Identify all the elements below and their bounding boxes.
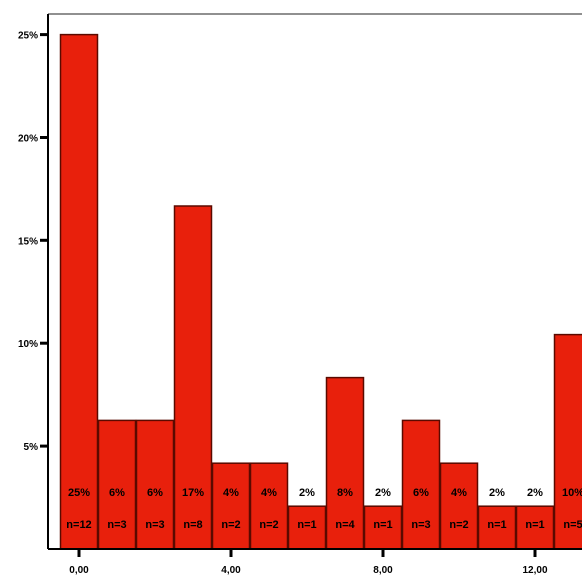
bar-count-label: n=3: [107, 519, 126, 531]
y-tick-label: 15%: [18, 236, 38, 247]
bar-percent-label: 8%: [337, 487, 353, 499]
x-tick-label: 4,00: [221, 565, 241, 576]
bar-count-label: n=3: [145, 519, 164, 531]
bar-count-label: n=2: [259, 519, 278, 531]
histogram-bar: [555, 335, 582, 549]
bar-count-label: n=1: [297, 519, 316, 531]
histogram-bar: [441, 463, 478, 549]
bar-count-label: n=4: [335, 519, 355, 531]
bar-percent-label: 4%: [451, 487, 467, 499]
histogram-bar: [61, 35, 98, 549]
y-tick-label: 10%: [18, 339, 38, 350]
bar-percent-label: 4%: [261, 487, 277, 499]
y-tick-label: 5%: [24, 442, 39, 453]
x-tick-label: 8,00: [373, 565, 393, 576]
y-tick-label: 25%: [18, 31, 38, 42]
bar-count-label: n=5: [563, 519, 582, 531]
x-tick-label: 12,00: [522, 565, 547, 576]
bar-count-label: n=3: [411, 519, 430, 531]
bar-percent-label: 2%: [299, 487, 315, 499]
x-tick-label: 0,00: [69, 565, 89, 576]
histogram-bar: [213, 463, 250, 549]
y-tick-label: 20%: [18, 134, 38, 145]
bar-percent-label: 6%: [109, 487, 125, 499]
bar-count-label: n=12: [66, 519, 91, 531]
bar-count-label: n=8: [183, 519, 202, 531]
bar-percent-label: 25%: [68, 487, 90, 499]
bar-count-label: n=1: [373, 519, 392, 531]
bar-count-label: n=1: [487, 519, 506, 531]
bar-percent-label: 4%: [223, 487, 239, 499]
bar-percent-label: 2%: [375, 487, 391, 499]
bar-percent-label: 2%: [527, 487, 543, 499]
bar-count-label: n=2: [221, 519, 240, 531]
histogram-bar: [251, 463, 288, 549]
bar-percent-label: 17%: [182, 487, 204, 499]
bar-percent-label: 6%: [147, 487, 163, 499]
bar-count-label: n=1: [525, 519, 544, 531]
bar-percent-label: 2%: [489, 487, 505, 499]
bar-percent-label: 10%: [562, 487, 582, 499]
bar-percent-label: 6%: [413, 487, 429, 499]
bar-count-label: n=2: [449, 519, 468, 531]
